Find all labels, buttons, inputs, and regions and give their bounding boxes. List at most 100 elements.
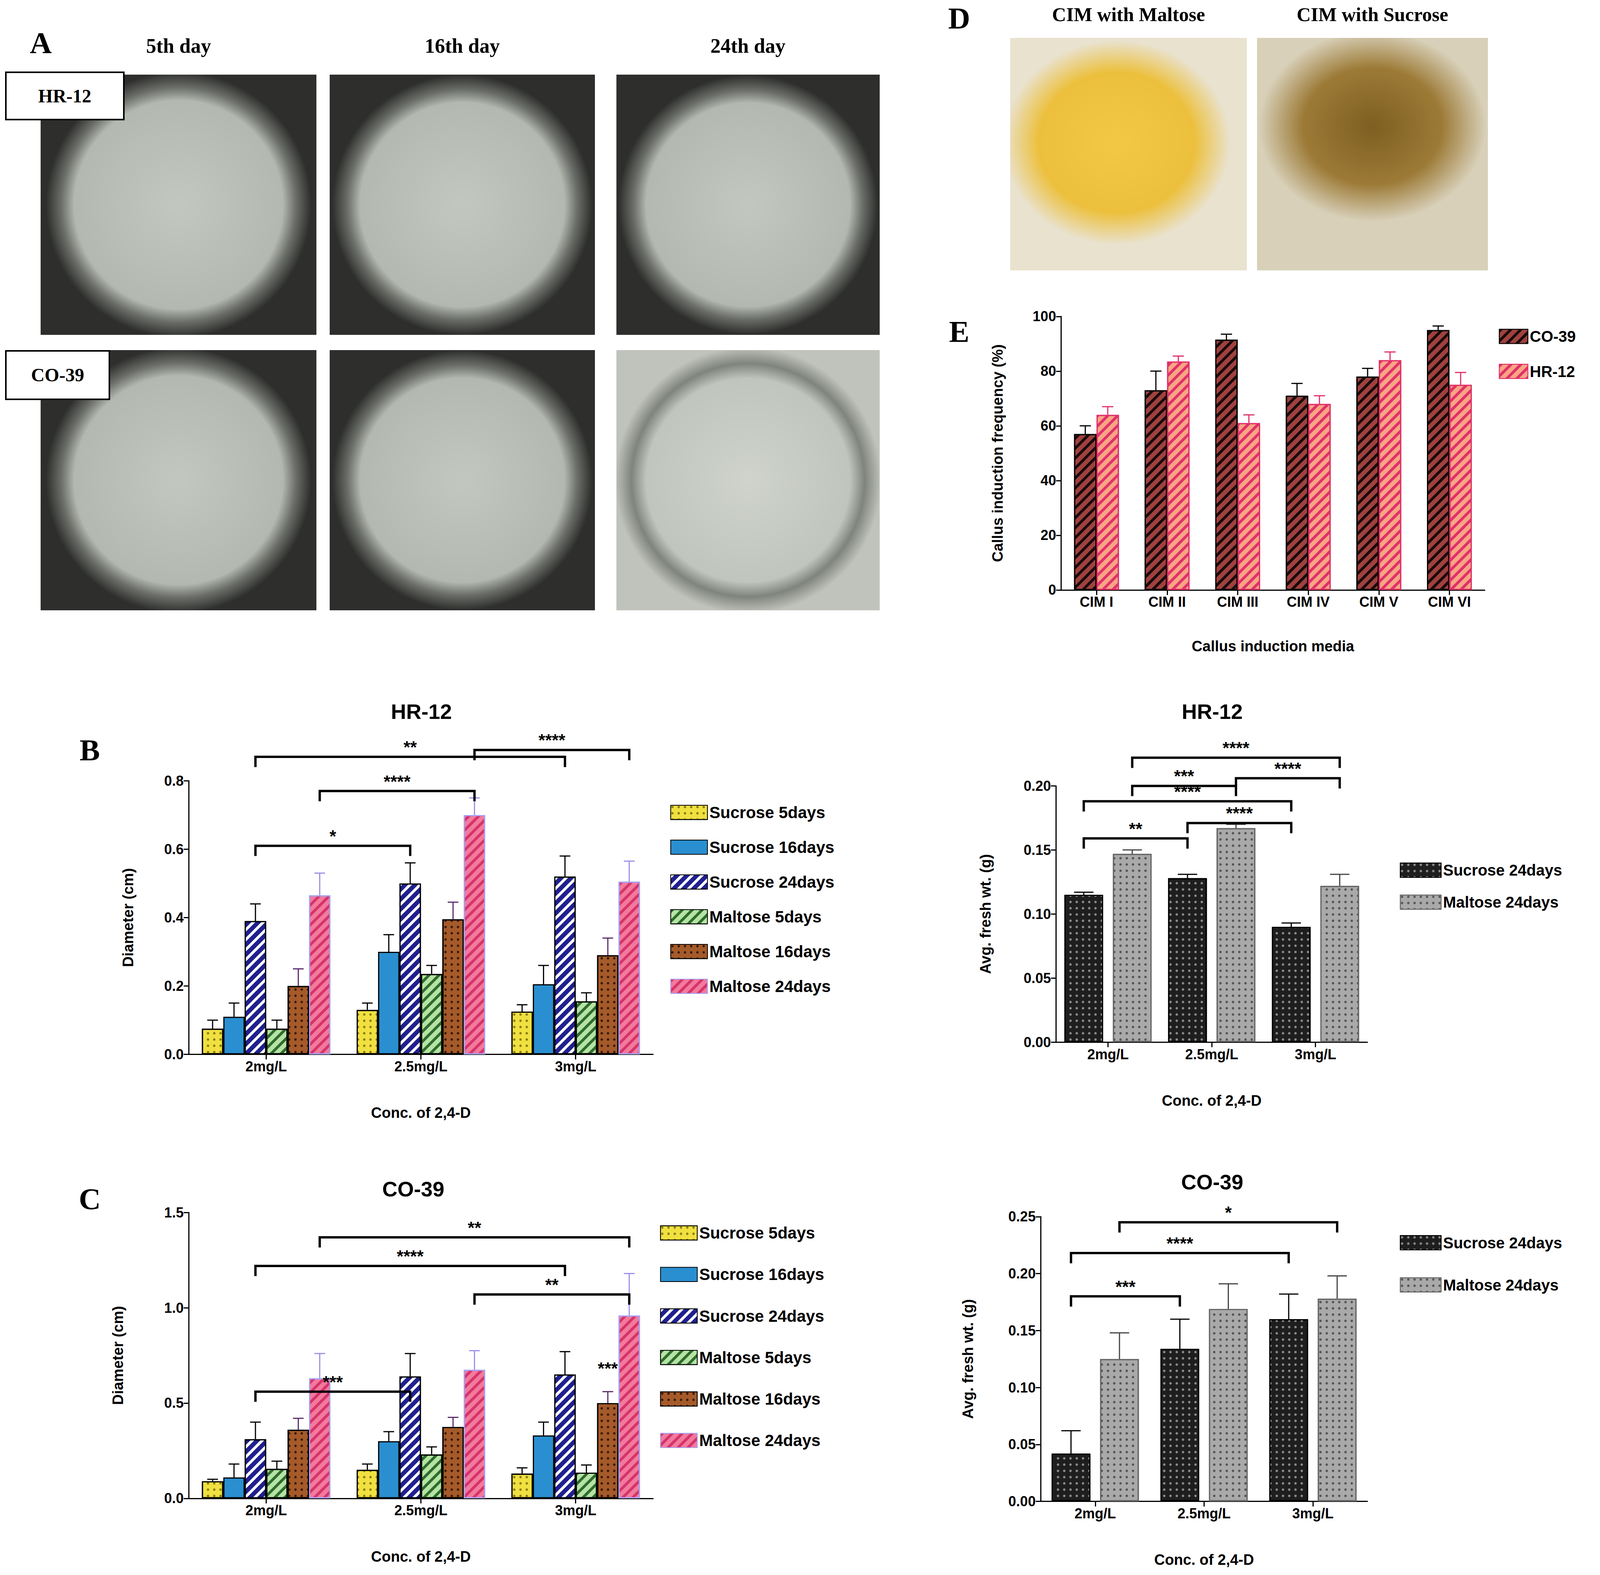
svg-text:****: **** [1222,738,1250,758]
svg-text:0.5: 0.5 [164,1394,184,1411]
svg-text:CIM V: CIM V [1359,593,1399,610]
svg-text:3mg/L: 3mg/L [555,1501,597,1518]
svg-text:****: **** [396,1246,424,1266]
svg-text:Sucrose 24days: Sucrose 24days [699,1306,825,1325]
svg-text:***: *** [597,1358,618,1378]
svg-text:0.00: 0.00 [1023,1033,1052,1050]
svg-text:Diameter (cm): Diameter (cm) [119,867,137,967]
svg-text:HR-12: HR-12 [1529,362,1575,381]
svg-text:****: **** [1226,803,1254,823]
svg-text:Maltose 24days: Maltose 24days [1442,1276,1559,1294]
svg-text:2mg/L: 2mg/L [245,1058,287,1075]
svg-text:Diameter (cm): Diameter (cm) [109,1305,127,1405]
svg-text:**: ** [467,1217,482,1238]
svg-text:Sucrose 16days: Sucrose 16days [699,1264,825,1284]
html-text:C: C [78,1181,101,1216]
svg-text:HR-12: HR-12 [1181,699,1243,724]
svg-text:*: * [1225,1202,1233,1222]
svg-text:Callus induction frequency (%): Callus induction frequency (%) [989,344,1006,562]
svg-text:2.5mg/L: 2.5mg/L [394,1058,448,1075]
svg-text:Avg. fresh wt. (g): Avg. fresh wt. (g) [977,853,994,974]
svg-text:Conc. of 2,4-D: Conc. of 2,4-D [371,1548,471,1565]
html-text:16th day: 16th day [424,34,500,57]
svg-text:0.05: 0.05 [1023,969,1052,986]
svg-text:0.20: 0.20 [1008,1265,1036,1282]
svg-text:0.0: 0.0 [164,1046,184,1063]
svg-text:**: ** [545,1275,559,1295]
svg-text:1.5: 1.5 [164,1204,184,1221]
svg-text:***: *** [1115,1276,1136,1297]
svg-text:3mg/L: 3mg/L [1294,1046,1337,1063]
svg-text:Sucrose 24days: Sucrose 24days [1442,861,1563,879]
svg-text:Callus induction media: Callus induction media [1191,637,1355,655]
svg-text:Maltose 24days: Maltose 24days [709,976,831,996]
svg-text:0.00: 0.00 [1008,1492,1036,1509]
html-text:D: D [948,1,971,36]
svg-text:Avg. fresh wt. (g): Avg. fresh wt. (g) [959,1298,977,1419]
svg-text:**: ** [1128,819,1143,839]
svg-text:0.10: 0.10 [1023,905,1052,922]
html-text:24th day: 24th day [710,34,786,57]
svg-text:0.15: 0.15 [1023,841,1052,858]
svg-text:0.0: 0.0 [164,1489,184,1506]
svg-text:****: **** [1174,782,1202,802]
svg-text:2mg/L: 2mg/L [1087,1046,1129,1063]
html-text:A: A [29,25,52,60]
svg-text:Sucrose 24days: Sucrose 24days [1442,1233,1563,1252]
svg-text:80: 80 [1040,362,1057,379]
svg-text:0.20: 0.20 [1023,777,1052,794]
svg-text:0: 0 [1048,581,1057,598]
svg-text:****: **** [383,771,411,792]
svg-text:2mg/L: 2mg/L [1074,1505,1117,1522]
svg-text:Conc. of 2,4-D: Conc. of 2,4-D [1154,1551,1254,1568]
svg-text:Maltose 5days: Maltose 5days [709,907,822,926]
svg-text:HR-12: HR-12 [391,699,452,724]
svg-text:***: *** [1174,766,1195,786]
svg-text:CIM I: CIM I [1079,593,1114,610]
svg-text:CO-39: CO-39 [1529,327,1576,345]
svg-text:CIM II: CIM II [1148,593,1186,610]
svg-text:Conc. of 2,4-D: Conc. of 2,4-D [1161,1092,1262,1109]
svg-text:Sucrose 5days: Sucrose 5days [699,1223,816,1242]
svg-text:0.8: 0.8 [164,772,184,789]
svg-text:****: **** [1166,1233,1194,1253]
html-text:5th day: 5th day [146,34,212,57]
svg-text:2.5mg/L: 2.5mg/L [394,1501,448,1518]
svg-text:0.6: 0.6 [164,841,184,858]
svg-text:CO-39: CO-39 [1181,1169,1244,1194]
svg-text:40: 40 [1040,472,1057,489]
svg-text:***: *** [322,1372,343,1392]
svg-text:CIM VI: CIM VI [1427,593,1471,610]
svg-text:CIM IV: CIM IV [1286,593,1330,610]
svg-text:**: ** [403,737,418,757]
svg-text:Sucrose 24days: Sucrose 24days [709,872,835,892]
svg-text:Maltose 16days: Maltose 16days [709,942,831,961]
svg-text:Maltose 16days: Maltose 16days [699,1389,821,1408]
svg-text:2mg/L: 2mg/L [245,1501,287,1518]
svg-text:****: **** [1274,758,1302,779]
svg-text:0.05: 0.05 [1008,1435,1036,1452]
svg-text:2.5mg/L: 2.5mg/L [1185,1046,1239,1063]
svg-text:3mg/L: 3mg/L [555,1058,597,1075]
svg-text:20: 20 [1040,526,1057,543]
svg-text:CIM III: CIM III [1216,593,1259,610]
svg-text:0.10: 0.10 [1008,1379,1036,1396]
svg-text:Conc. of 2,4-D: Conc. of 2,4-D [371,1104,471,1121]
svg-text:3mg/L: 3mg/L [1292,1505,1334,1522]
svg-text:0.25: 0.25 [1008,1208,1036,1225]
svg-text:Maltose 24days: Maltose 24days [1442,893,1559,911]
svg-text:CO-39: CO-39 [382,1176,445,1201]
svg-text:0.2: 0.2 [164,977,184,994]
svg-text:*: * [329,826,337,846]
svg-text:0.15: 0.15 [1008,1322,1036,1339]
svg-text:Maltose 5days: Maltose 5days [699,1348,812,1367]
svg-text:0.4: 0.4 [164,909,184,926]
svg-text:****: **** [538,730,566,750]
svg-text:Maltose 24days: Maltose 24days [699,1430,821,1450]
svg-text:Sucrose 5days: Sucrose 5days [709,803,826,822]
svg-text:Sucrose 16days: Sucrose 16days [709,837,835,857]
svg-text:100: 100 [1032,308,1057,325]
svg-text:1.0: 1.0 [164,1299,184,1316]
svg-text:2.5mg/L: 2.5mg/L [1177,1505,1231,1522]
svg-text:60: 60 [1040,417,1057,434]
